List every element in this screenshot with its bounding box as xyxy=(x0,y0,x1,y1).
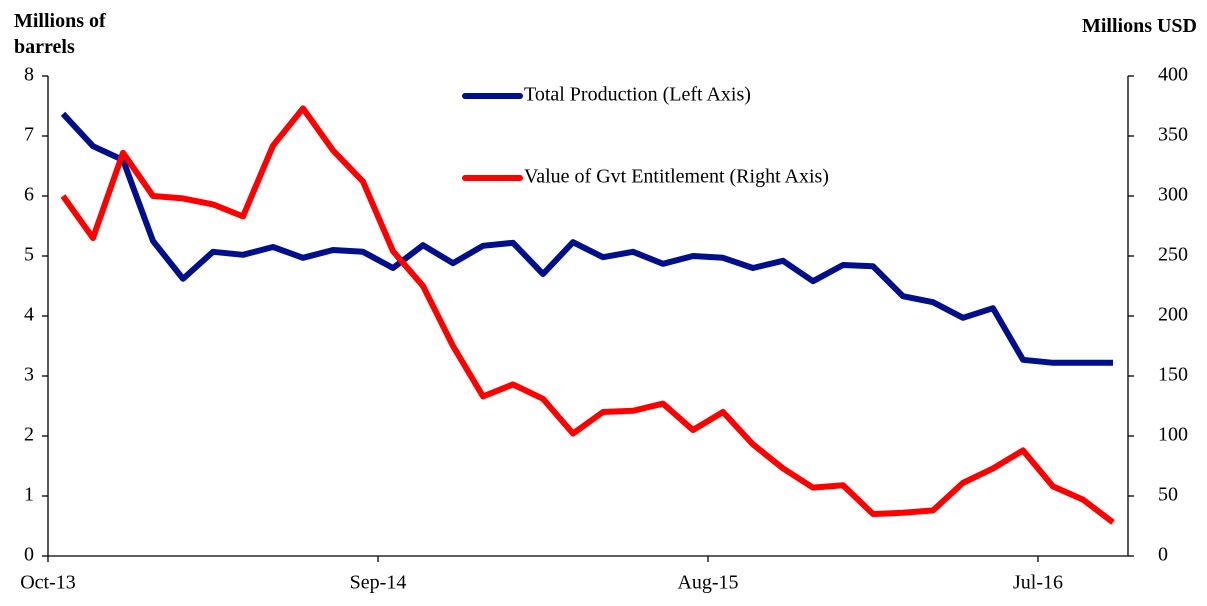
y-tick-label: 2 xyxy=(24,424,34,446)
series-line xyxy=(60,111,1113,366)
y2-tick-label: 50 xyxy=(1158,484,1178,506)
y-axis-title: Millions of barrels xyxy=(14,10,106,58)
y-tick-label: 0 xyxy=(24,544,34,566)
y-tick-label: 8 xyxy=(24,64,34,86)
x-tick-label: Oct-13 xyxy=(20,572,76,594)
y2-tick-label: 200 xyxy=(1158,304,1188,326)
series-line xyxy=(60,105,1115,525)
y2-tick-label: 300 xyxy=(1158,184,1188,206)
y2-tick-label: 150 xyxy=(1158,364,1188,386)
x-tick-label: Sep-14 xyxy=(350,572,407,594)
y-tick-label: 5 xyxy=(24,244,34,266)
y2-tick-label: 100 xyxy=(1158,424,1188,446)
y-tick-label: 4 xyxy=(24,304,34,326)
y2-axis-title: Millions USD xyxy=(1081,15,1197,37)
x-tick-label: Jul-16 xyxy=(1013,572,1063,594)
legend-label: Total Production (Left Axis) xyxy=(524,84,751,106)
legend-label: Value of Gvt Entitlement (Right Axis) xyxy=(524,166,829,188)
x-tick-label: Aug-15 xyxy=(677,572,738,594)
y2-tick-label: 400 xyxy=(1158,64,1188,86)
y-tick-label: 1 xyxy=(24,484,34,506)
y2-tick-label: 0 xyxy=(1158,544,1168,566)
y2-tick-label: 350 xyxy=(1158,124,1188,146)
y-tick-label: 6 xyxy=(24,184,34,206)
y2-tick-label: 250 xyxy=(1158,244,1188,266)
y-tick-label: 3 xyxy=(24,364,34,386)
y-tick-label: 7 xyxy=(24,124,34,146)
